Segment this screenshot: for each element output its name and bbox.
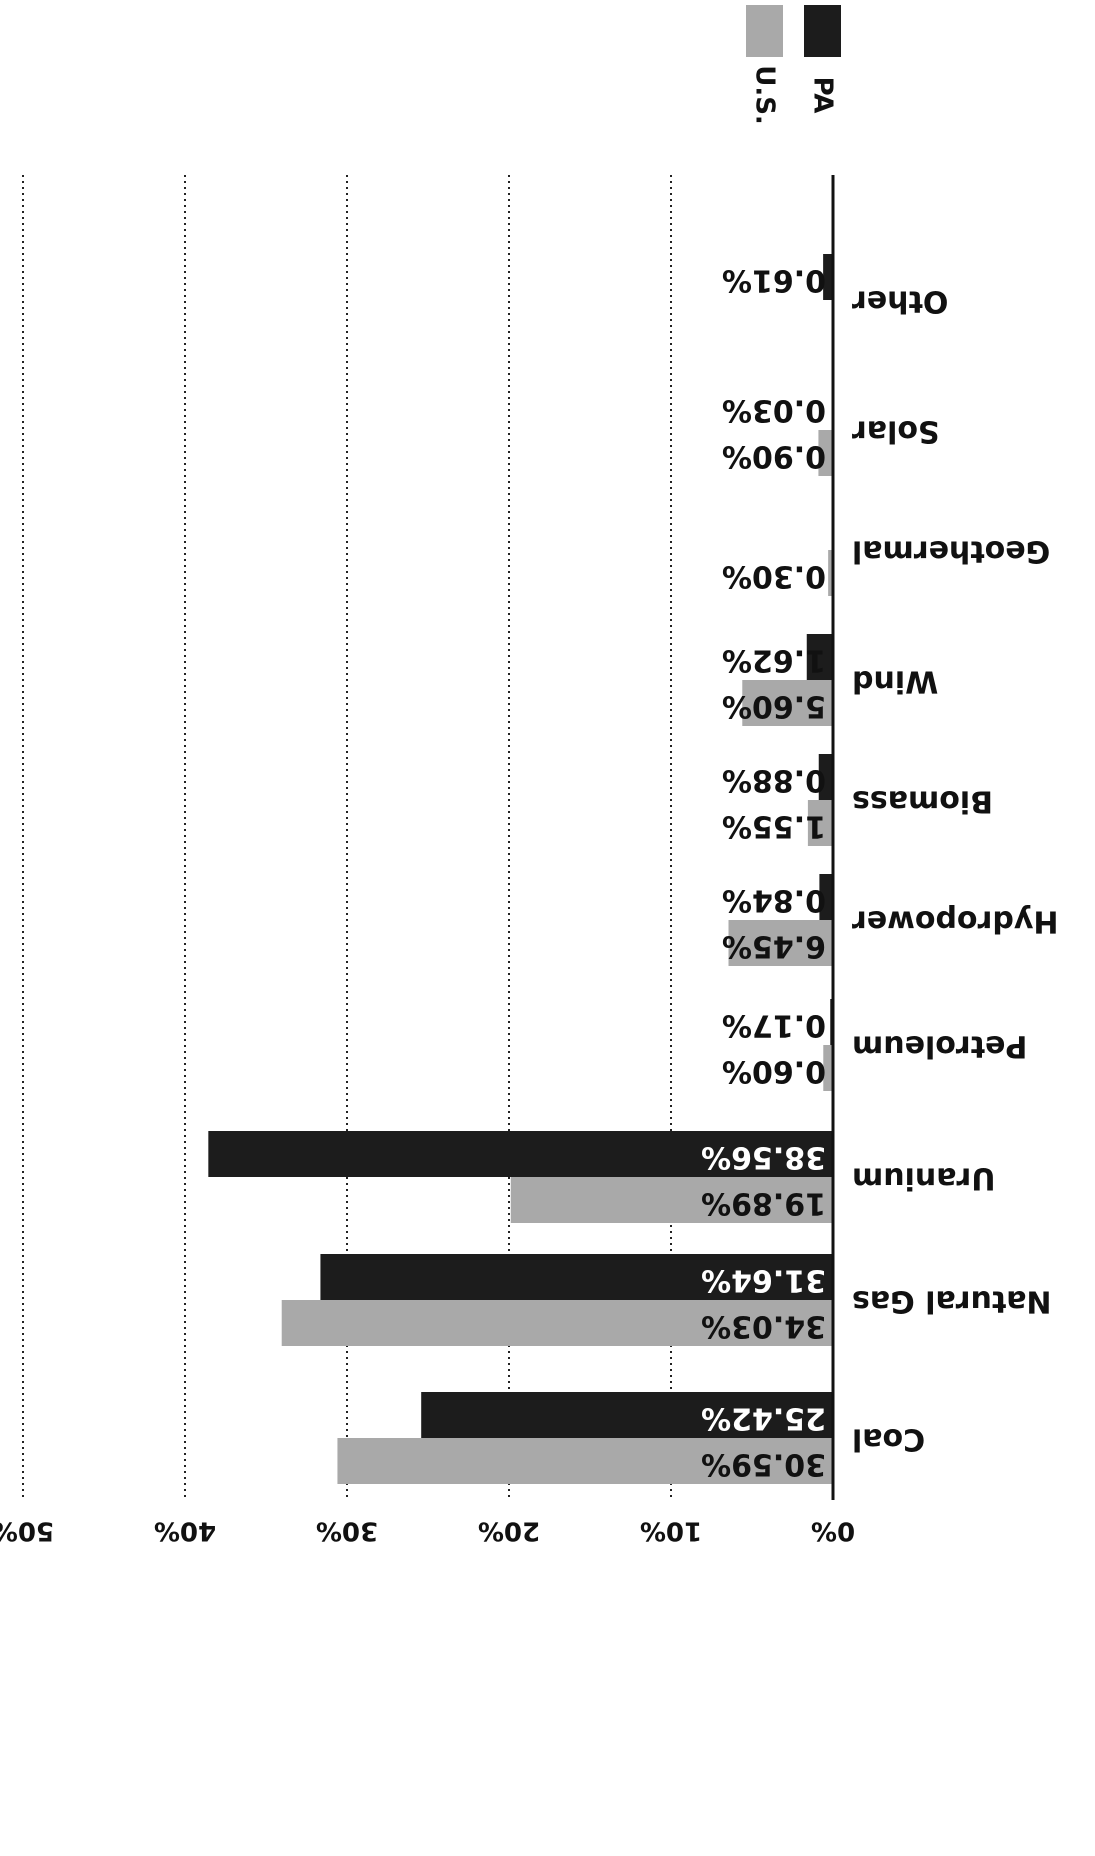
value-label: 0.03% (722, 393, 826, 428)
value-label: 25.42% (701, 1401, 826, 1436)
category-label: Other (852, 284, 949, 319)
bar (337, 1438, 833, 1484)
legend-label: PA (808, 77, 838, 114)
value-label: 0.30% (722, 559, 826, 594)
value-label: 1.62% (722, 643, 826, 678)
value-label: 5.60% (722, 689, 826, 724)
bar (510, 1177, 833, 1223)
bar (819, 874, 833, 920)
bar (807, 800, 833, 846)
value-label: 6.45% (722, 929, 826, 964)
value-label: 0.90% (722, 439, 826, 474)
x-tick-label: 10% (640, 1516, 702, 1546)
category-label: Petroleum (852, 1029, 1027, 1064)
category-label: Natural Gas (852, 1284, 1052, 1319)
value-label: 34.03% (701, 1309, 826, 1344)
bar (320, 1254, 833, 1300)
category-label: Uranium (852, 1161, 996, 1196)
x-tick-label: 40% (154, 1516, 216, 1546)
legend-swatch (746, 5, 783, 57)
value-label: 0.17% (722, 1008, 826, 1043)
bar (818, 754, 833, 800)
bar (281, 1300, 833, 1346)
value-label: 38.56% (701, 1140, 826, 1175)
category-label: Coal (852, 1422, 925, 1457)
category-label: Wind (852, 664, 938, 699)
x-tick-label: 20% (478, 1516, 540, 1546)
category-label: Hydropower (852, 904, 1059, 939)
value-label: 31.64% (701, 1263, 826, 1298)
x-tick-label: 30% (316, 1516, 378, 1546)
value-label: 1.55% (722, 809, 826, 844)
category-label: Geothermal (852, 534, 1050, 569)
category-label: Solar (852, 414, 940, 449)
bar (828, 550, 833, 596)
category-label: Biomass (852, 784, 993, 819)
bar (421, 1392, 833, 1438)
value-label: 19.89% (701, 1186, 826, 1221)
value-label: 30.59% (701, 1447, 826, 1482)
legend-label: U.S. (750, 65, 780, 125)
x-tick-label: 0% (811, 1516, 855, 1546)
value-label: 0.60% (722, 1054, 826, 1089)
bar (823, 254, 833, 300)
value-label: 0.84% (722, 883, 826, 918)
bar (823, 1045, 833, 1091)
bar (806, 634, 833, 680)
bar (818, 430, 833, 476)
value-label: 0.61% (722, 263, 826, 298)
x-tick-label: 50% (0, 1516, 54, 1546)
bar (728, 920, 833, 966)
bar (742, 680, 833, 726)
value-label: 0.88% (722, 763, 826, 798)
legend-swatch (804, 5, 841, 57)
bar (208, 1131, 833, 1177)
